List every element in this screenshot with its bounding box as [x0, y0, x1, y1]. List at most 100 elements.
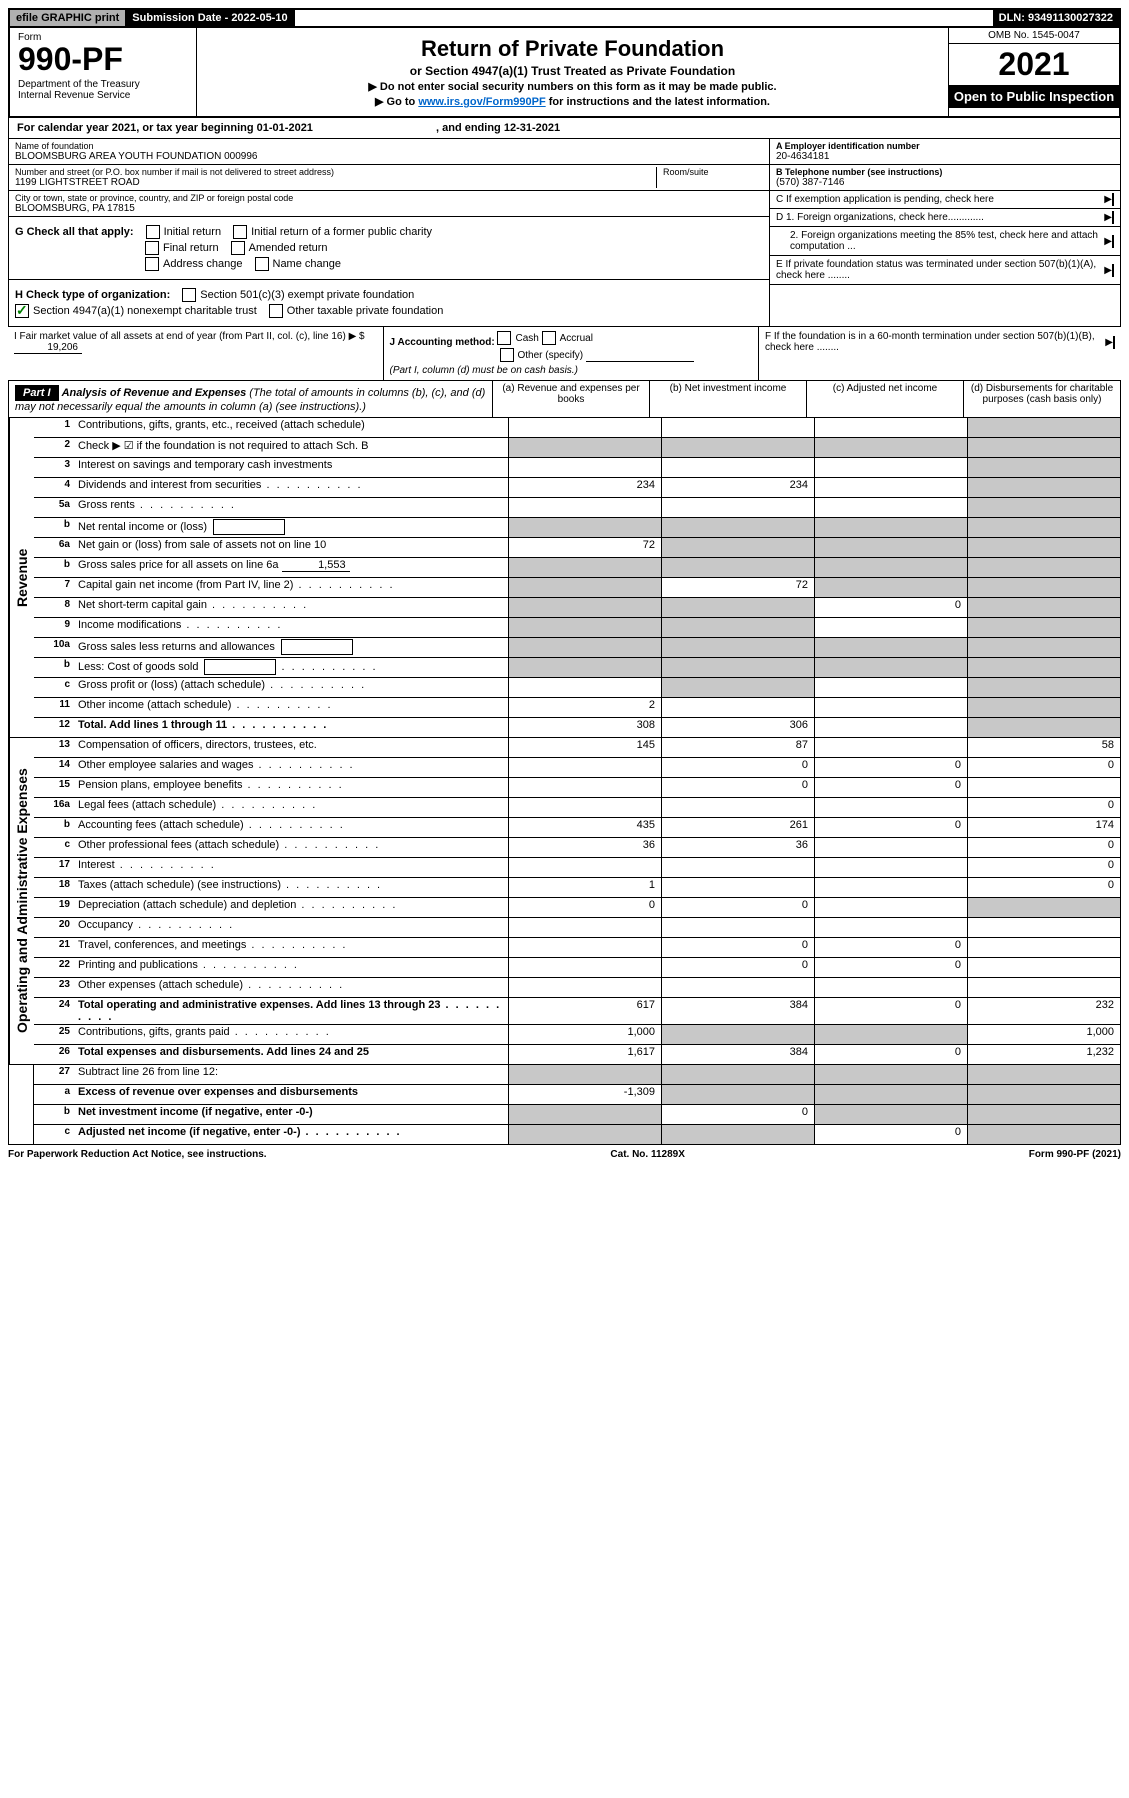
- d1-checkbox[interactable]: [1112, 211, 1114, 224]
- line-7: 7 Capital gain net income (from Part IV,…: [34, 578, 1120, 598]
- g-checks: G Check all that apply: Initial return I…: [9, 217, 769, 280]
- city-cell: City or town, state or province, country…: [9, 191, 769, 217]
- line-4: 4 Dividends and interest from securities…: [34, 478, 1120, 498]
- line-25: 25 Contributions, gifts, grants paid 1,0…: [34, 1025, 1120, 1045]
- info-left: Name of foundation BLOOMSBURG AREA YOUTH…: [9, 139, 769, 326]
- j-cell: J Accounting method: Cash Accrual Other …: [384, 327, 759, 380]
- bottom-section: 27 Subtract line 26 from line 12: a Exce…: [8, 1065, 1121, 1145]
- e-checkbox[interactable]: [1112, 264, 1114, 277]
- line-b: b Gross sales price for all assets on li…: [34, 558, 1120, 578]
- revenue-section: Revenue 1 Contributions, gifts, grants, …: [8, 418, 1121, 738]
- d2-checkbox[interactable]: [1112, 235, 1114, 248]
- form-number: 990-PF: [18, 43, 188, 75]
- line-16a: 16a Legal fees (attach schedule) 0: [34, 798, 1120, 818]
- part1-header-row: Part I Analysis of Revenue and Expenses …: [8, 381, 1121, 418]
- line-b: b Net investment income (if negative, en…: [34, 1105, 1120, 1125]
- dln: DLN: 93491130027322: [993, 10, 1119, 26]
- line-2: 2 Check ▶ ☑ if the foundation is not req…: [34, 438, 1120, 458]
- 501c3-checkbox[interactable]: Section 501(c)(3) exempt private foundat…: [182, 288, 414, 302]
- line-21: 21 Travel, conferences, and meetings 0 0: [34, 938, 1120, 958]
- info-grid: Name of foundation BLOOMSBURG AREA YOUTH…: [8, 139, 1121, 327]
- name-change-checkbox[interactable]: Name change: [255, 257, 342, 271]
- amended-return-checkbox[interactable]: Amended return: [231, 241, 328, 255]
- line-23: 23 Other expenses (attach schedule): [34, 978, 1120, 998]
- i-cell: I Fair market value of all assets at end…: [8, 327, 384, 380]
- foundation-name-cell: Name of foundation BLOOMSBURG AREA YOUTH…: [9, 139, 769, 165]
- d2-row: 2. Foreign organizations meeting the 85%…: [770, 227, 1120, 256]
- open-inspection: Open to Public Inspection: [949, 85, 1119, 108]
- 4947a1-checkbox[interactable]: Section 4947(a)(1) nonexempt charitable …: [15, 304, 257, 318]
- line-b: b Net rental income or (loss): [34, 518, 1120, 538]
- c-row: C If exemption application is pending, c…: [770, 191, 1120, 209]
- ijf-row: I Fair market value of all assets at end…: [8, 327, 1121, 381]
- efile-label: efile GRAPHIC print: [10, 10, 126, 26]
- header-center: Return of Private Foundation or Section …: [197, 28, 948, 116]
- accrual-checkbox[interactable]: Accrual: [542, 331, 593, 345]
- col-a-head: (a) Revenue and expenses per books: [492, 381, 649, 417]
- line-22: 22 Printing and publications 0 0: [34, 958, 1120, 978]
- line-20: 20 Occupancy: [34, 918, 1120, 938]
- part1-label: Part I Analysis of Revenue and Expenses …: [9, 381, 492, 417]
- footer: For Paperwork Reduction Act Notice, see …: [8, 1145, 1121, 1160]
- c-checkbox[interactable]: [1112, 193, 1114, 206]
- final-return-checkbox[interactable]: Final return: [145, 241, 219, 255]
- form-title: Return of Private Foundation: [203, 36, 942, 62]
- omb: OMB No. 1545-0047: [949, 28, 1119, 44]
- line-5a: 5a Gross rents: [34, 498, 1120, 518]
- irs-link[interactable]: www.irs.gov/Form990PF: [418, 96, 545, 108]
- line-6a: 6a Net gain or (loss) from sale of asset…: [34, 538, 1120, 558]
- line-3: 3 Interest on savings and temporary cash…: [34, 458, 1120, 478]
- phone-cell: B Telephone number (see instructions) (5…: [770, 165, 1120, 191]
- info-right: A Employer identification number 20-4634…: [769, 139, 1120, 326]
- footer-mid: Cat. No. 11289X: [610, 1149, 684, 1160]
- line-c: c Gross profit or (loss) (attach schedul…: [34, 678, 1120, 698]
- line-12: 12 Total. Add lines 1 through 11 308 306: [34, 718, 1120, 737]
- d1-row: D 1. Foreign organizations, check here..…: [770, 209, 1120, 227]
- line-15: 15 Pension plans, employee benefits 0 0: [34, 778, 1120, 798]
- f-checkbox[interactable]: [1113, 336, 1115, 349]
- other-taxable-checkbox[interactable]: Other taxable private foundation: [269, 304, 444, 318]
- col-d-head: (d) Disbursements for charitable purpose…: [963, 381, 1120, 417]
- cash-checkbox[interactable]: Cash: [497, 331, 538, 345]
- top-bar: efile GRAPHIC print Submission Date - 20…: [8, 8, 1121, 28]
- line-10a: 10a Gross sales less returns and allowan…: [34, 638, 1120, 658]
- line-b: b Less: Cost of goods sold: [34, 658, 1120, 678]
- line-26: 26 Total expenses and disbursements. Add…: [34, 1045, 1120, 1064]
- line-11: 11 Other income (attach schedule) 2: [34, 698, 1120, 718]
- line-c: c Other professional fees (attach schedu…: [34, 838, 1120, 858]
- form-note2: ▶ Go to www.irs.gov/Form990PF for instru…: [203, 95, 942, 108]
- f-cell: F If the foundation is in a 60-month ter…: [758, 327, 1121, 380]
- line-a: a Excess of revenue over expenses and di…: [34, 1085, 1120, 1105]
- dept: Department of the Treasury Internal Reve…: [18, 79, 188, 101]
- footer-left: For Paperwork Reduction Act Notice, see …: [8, 1149, 267, 1160]
- address-change-checkbox[interactable]: Address change: [145, 257, 243, 271]
- submission-date: Submission Date - 2022-05-10: [126, 10, 294, 26]
- col-c-head: (c) Adjusted net income: [806, 381, 963, 417]
- line-13: 13 Compensation of officers, directors, …: [34, 738, 1120, 758]
- line-24: 24 Total operating and administrative ex…: [34, 998, 1120, 1025]
- header-right: OMB No. 1545-0047 2021 Open to Public In…: [948, 28, 1119, 116]
- col-b-head: (b) Net investment income: [649, 381, 806, 417]
- initial-return-former-checkbox[interactable]: Initial return of a former public charit…: [233, 225, 432, 239]
- initial-return-checkbox[interactable]: Initial return: [146, 225, 221, 239]
- line-1: 1 Contributions, gifts, grants, etc., re…: [34, 418, 1120, 438]
- line-b: b Accounting fees (attach schedule) 435 …: [34, 818, 1120, 838]
- form-subtitle: or Section 4947(a)(1) Trust Treated as P…: [203, 64, 942, 78]
- line-27: 27 Subtract line 26 from line 12:: [34, 1065, 1120, 1085]
- calendar-year-row: For calendar year 2021, or tax year begi…: [8, 118, 1121, 139]
- footer-right: Form 990-PF (2021): [1029, 1149, 1121, 1160]
- ein-cell: A Employer identification number 20-4634…: [770, 139, 1120, 165]
- e-row: E If private foundation status was termi…: [770, 256, 1120, 285]
- line-14: 14 Other employee salaries and wages 0 0…: [34, 758, 1120, 778]
- other-method-checkbox[interactable]: Other (specify): [500, 348, 584, 362]
- expenses-side-label: Operating and Administrative Expenses: [9, 738, 34, 1064]
- tax-year: 2021: [949, 44, 1119, 85]
- line-17: 17 Interest 0: [34, 858, 1120, 878]
- expenses-section: Operating and Administrative Expenses 13…: [8, 738, 1121, 1065]
- line-c: c Adjusted net income (if negative, ente…: [34, 1125, 1120, 1144]
- address-cell: Number and street (or P.O. box number if…: [9, 165, 769, 191]
- line-19: 19 Depreciation (attach schedule) and de…: [34, 898, 1120, 918]
- revenue-side-label: Revenue: [9, 418, 34, 737]
- line-9: 9 Income modifications: [34, 618, 1120, 638]
- line-8: 8 Net short-term capital gain 0: [34, 598, 1120, 618]
